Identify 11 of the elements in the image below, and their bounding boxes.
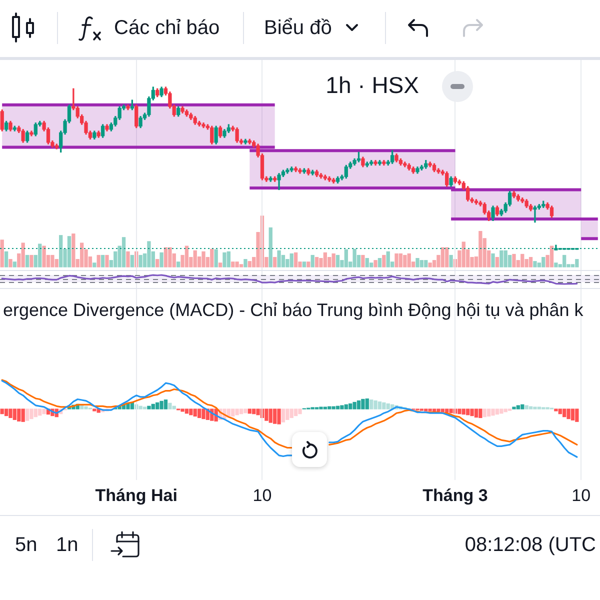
chart-title: 1h · HSX (326, 72, 419, 98)
text: Các chỉ báo (114, 17, 220, 39)
x-tick-label: 10 (572, 486, 591, 505)
x-tick-label: Tháng Hai (95, 486, 178, 505)
text: 08:12:08 (UTC (464, 534, 596, 556)
x-tick-label: 10 (252, 486, 272, 505)
text: 5n (15, 534, 38, 556)
text: Biểu đồ (264, 17, 332, 39)
chart-title: ergence Divergence (MACD) - Chỉ báo Trung bình Động hội tụ và phân k (3, 299, 584, 321)
x-tick-label: Tháng 3 (422, 486, 488, 505)
text: 1n (56, 534, 78, 556)
